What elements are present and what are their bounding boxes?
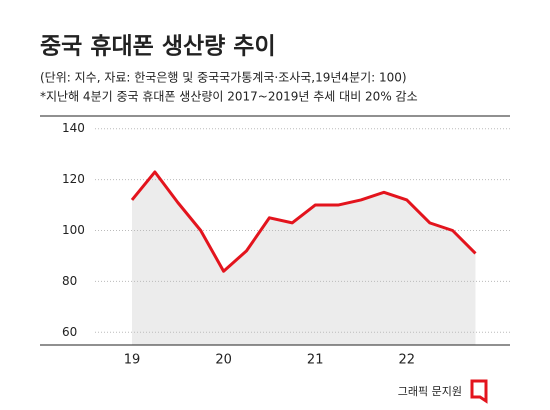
x-tick-label: 19 bbox=[124, 353, 141, 368]
y-tick-label: 100 bbox=[62, 223, 85, 237]
x-tick-label: 20 bbox=[215, 353, 232, 368]
x-tick-label: 21 bbox=[307, 353, 324, 368]
x-tick-label: 22 bbox=[399, 353, 416, 368]
y-tick-label: 120 bbox=[62, 172, 85, 186]
chart-title: 중국 휴대폰 생산량 추이 bbox=[40, 34, 276, 60]
y-tick-label: 140 bbox=[62, 121, 85, 135]
source: 그래픽 문지원 bbox=[398, 385, 462, 398]
area bbox=[132, 171, 476, 345]
note: *지난해 4분기 중국 휴대폰 생산량이 2017~2019년 추세 대비 20… bbox=[40, 90, 418, 104]
y-tick-label: 60 bbox=[62, 325, 77, 339]
line bbox=[130, 170, 477, 273]
y-tick-label: 80 bbox=[62, 274, 77, 288]
logo bbox=[470, 379, 488, 404]
subtitle: (단위: 지수, 자료: 한국은행 및 중국국가통계국·조사국,19년4분기: … bbox=[40, 70, 407, 85]
